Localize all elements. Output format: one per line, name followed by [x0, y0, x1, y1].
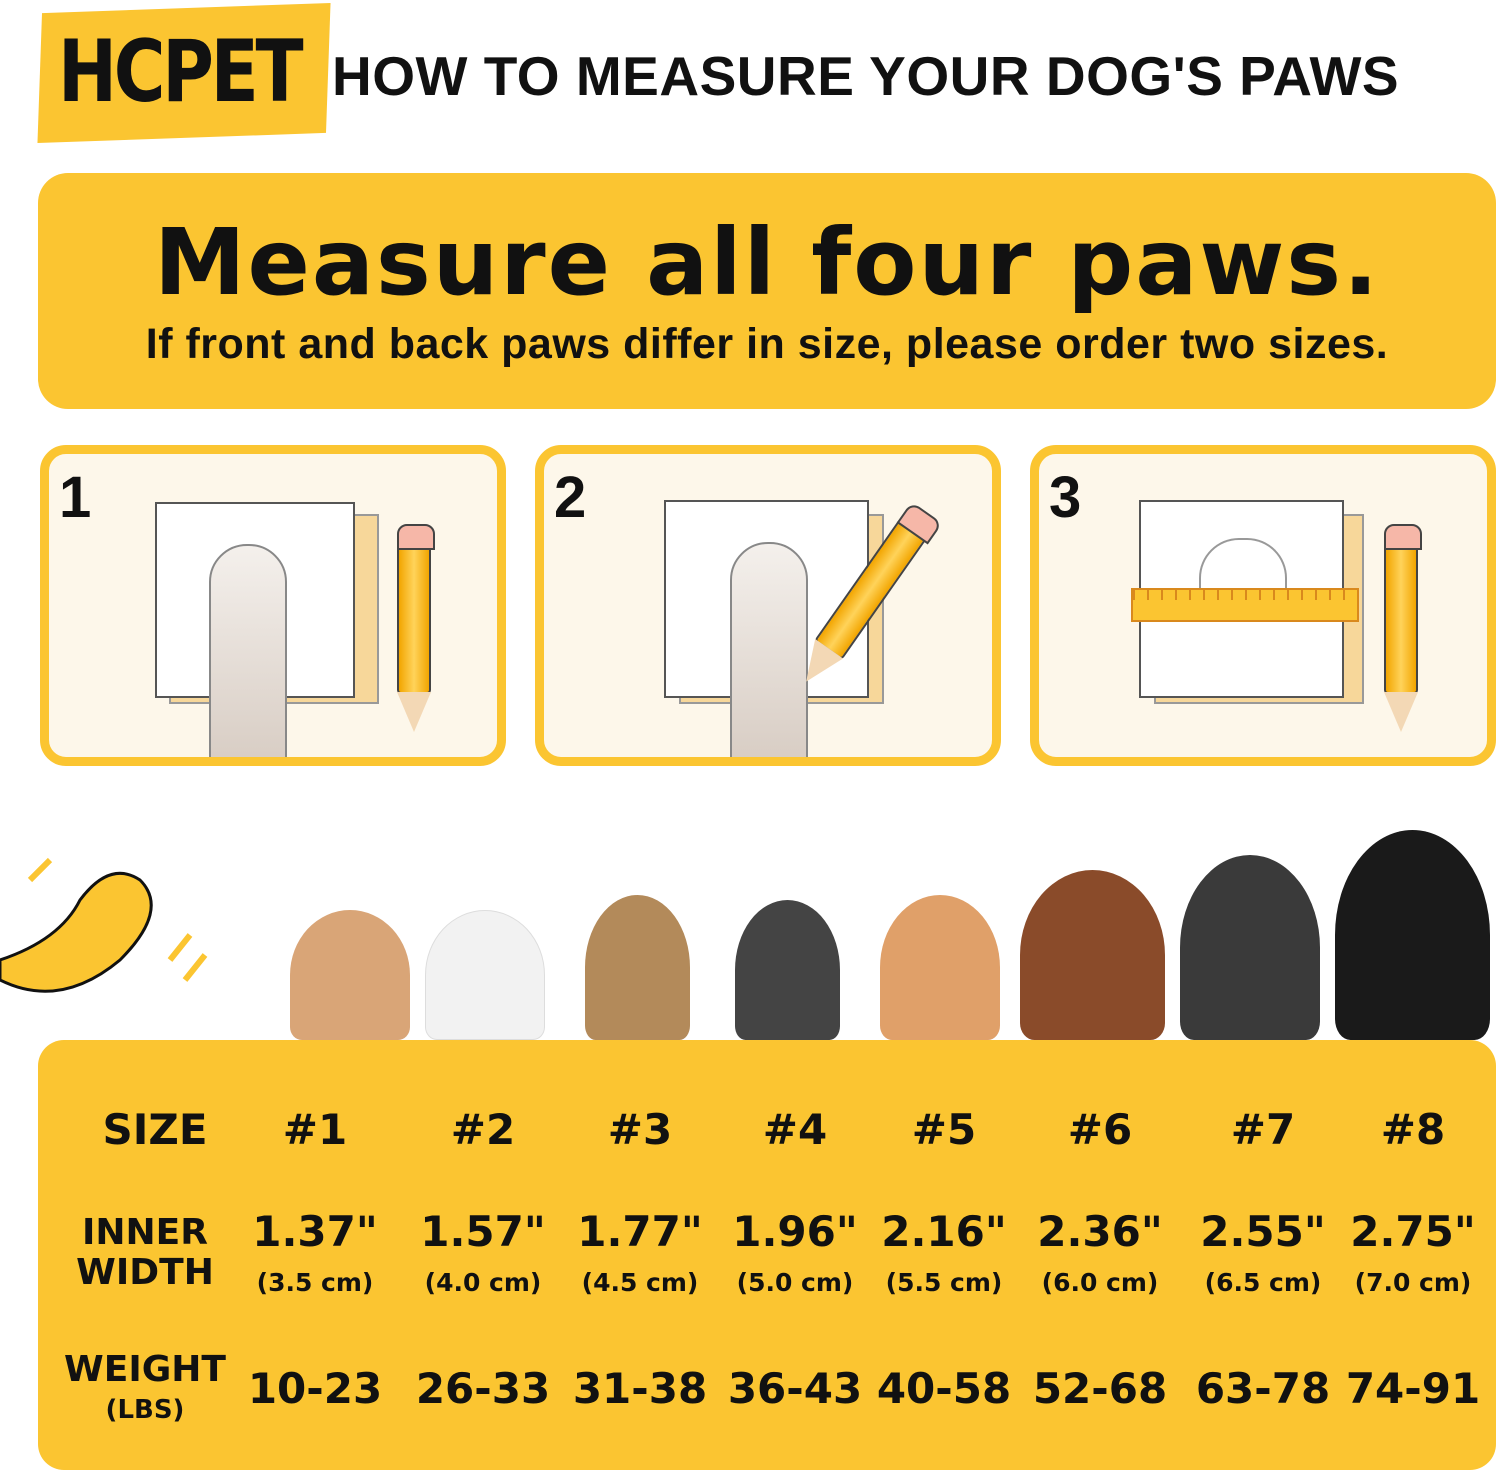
weight-range: 36-43 — [727, 1364, 863, 1413]
instruction-banner: Measure all four paws. If front and back… — [38, 173, 1496, 409]
dog-paw-icon — [730, 542, 808, 757]
size-value: #8 — [1380, 1105, 1446, 1154]
dog-paw-icon — [209, 544, 287, 757]
dog-rottweiler-image — [1335, 830, 1490, 1040]
weight-range: 10-23 — [247, 1364, 383, 1413]
weight-range: 26-33 — [415, 1364, 551, 1413]
width-inches: 2.16" — [881, 1207, 1007, 1256]
step-panel-2: 2 — [535, 445, 1001, 766]
width-inches: 2.55" — [1200, 1207, 1326, 1256]
size-value: #7 — [1230, 1105, 1296, 1154]
page-title: HOW TO MEASURE YOUR DOG'S PAWS — [332, 45, 1400, 107]
inner-width-label: INNER WIDTH — [76, 1213, 214, 1293]
dog-aussie-image — [1020, 870, 1165, 1040]
width-inches: 1.37" — [252, 1207, 378, 1256]
width-cm: (3.5 cm) — [256, 1268, 374, 1297]
width-inches: 2.36" — [1037, 1207, 1163, 1256]
width-inches: 1.57" — [420, 1207, 546, 1256]
size-value: #2 — [450, 1105, 516, 1154]
step-number: 3 — [1049, 465, 1082, 530]
step-number: 2 — [554, 465, 587, 530]
weight-range: 52-68 — [1032, 1364, 1168, 1413]
dog-chihuahua-image — [290, 910, 410, 1040]
pencil-icon — [1384, 524, 1422, 732]
decorative-swoosh-icon — [0, 857, 208, 993]
weight-range: 40-58 — [876, 1364, 1012, 1413]
width-inches: 2.75" — [1350, 1207, 1476, 1256]
width-cm: (7.0 cm) — [1354, 1268, 1472, 1297]
weight-range: 74-91 — [1345, 1364, 1481, 1413]
label-line: INNER — [82, 1212, 208, 1253]
size-chart — [38, 1040, 1496, 1470]
size-value: #4 — [762, 1105, 828, 1154]
dog-bichon-image — [425, 910, 545, 1040]
paw-outline-icon — [1199, 538, 1287, 608]
pencil-icon — [397, 524, 435, 732]
weight-range: 31-38 — [572, 1364, 708, 1413]
weight-unit: (LBS) — [105, 1395, 185, 1425]
width-cm: (4.5 cm) — [581, 1268, 699, 1297]
banner-heading: Measure all four paws. — [153, 209, 1381, 316]
width-inches: 1.77" — [577, 1207, 703, 1256]
size-label: SIZE — [102, 1105, 208, 1154]
size-value: #6 — [1067, 1105, 1133, 1154]
size-value: #1 — [282, 1105, 348, 1154]
width-inches: 1.96" — [732, 1207, 858, 1256]
dog-husky-image — [1180, 855, 1320, 1040]
ruler-icon — [1131, 588, 1359, 622]
weight-range: 63-78 — [1195, 1364, 1331, 1413]
step-number: 1 — [59, 465, 92, 530]
width-cm: (6.5 cm) — [1204, 1268, 1322, 1297]
step-panel-1: 1 — [40, 445, 506, 766]
width-cm: (4.0 cm) — [424, 1268, 542, 1297]
label-line: WIDTH — [76, 1252, 214, 1293]
step-panel-3: 3 — [1030, 445, 1496, 766]
banner-subheading: If front and back paws differ in size, p… — [145, 320, 1389, 368]
brand-logo: HCPET — [58, 22, 304, 122]
width-cm: (5.5 cm) — [885, 1268, 1003, 1297]
width-cm: (5.0 cm) — [736, 1268, 854, 1297]
dog-schnauzer-image — [735, 900, 840, 1040]
width-cm: (6.0 cm) — [1041, 1268, 1159, 1297]
size-value: #5 — [911, 1105, 977, 1154]
weight-label: WEIGHT — [64, 1349, 226, 1390]
dog-shiba-image — [880, 895, 1000, 1040]
dog-yorkie-image — [585, 895, 690, 1040]
size-value: #3 — [607, 1105, 673, 1154]
